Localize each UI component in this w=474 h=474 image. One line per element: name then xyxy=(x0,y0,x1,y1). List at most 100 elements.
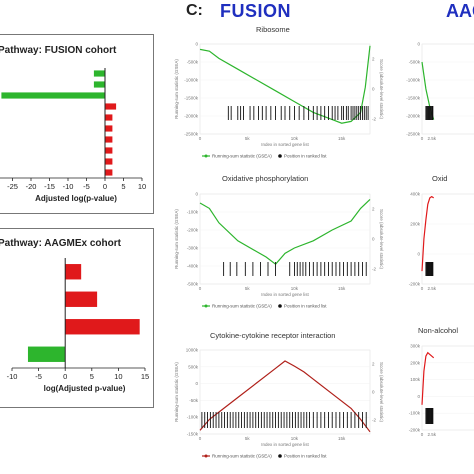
x-tick-label: 15k xyxy=(338,286,346,291)
y2-tick-label: 2 xyxy=(372,362,375,367)
y-tick-label: -100k xyxy=(409,411,421,416)
gsea-title-nonalcohol-aag: Non-alcohol xyxy=(418,326,459,335)
gsea-plot-oxphos: 0 -100k -200k -300k -400k -500k 2 0 -2 0 5k 10k 15k I… xyxy=(174,192,384,309)
legend-position-marker xyxy=(278,154,282,158)
y-tick-label: 0 xyxy=(195,381,198,386)
plot-frame xyxy=(199,349,371,435)
x-tick-label: 15 xyxy=(141,372,149,381)
plot-frame xyxy=(421,43,474,135)
running-sum-line xyxy=(199,198,371,266)
x-tick-label: 0 xyxy=(199,136,202,141)
bar xyxy=(65,319,140,335)
x-tick-label: 10 xyxy=(114,372,122,381)
bar xyxy=(93,81,105,88)
x-tick-label: 5k xyxy=(245,286,251,291)
y2-tick-label: -2 xyxy=(372,418,376,423)
y-tick-label: -1000k xyxy=(184,78,199,83)
x-tick-label: -20 xyxy=(26,182,37,191)
x-tick-label: 0 xyxy=(199,436,202,441)
bar xyxy=(105,136,113,143)
legend-position-marker xyxy=(278,454,282,458)
x-tick-label: 5k xyxy=(245,436,251,441)
y2-tick-label: 0 xyxy=(372,237,375,242)
y-tick-label: 1000k xyxy=(186,348,199,353)
legend-series-label: Running-sum statistic (GSEA) xyxy=(212,304,272,309)
y-tick-label: -2500k xyxy=(406,132,421,137)
plot-frame xyxy=(199,193,371,285)
gsea-title-oxid-aag: Oxid xyxy=(432,174,448,183)
gsea-plot-ribosome: 0 -500k -1000k -1500k -2000k -2500k 2 0 -2 0 5k 10k… xyxy=(174,42,384,159)
y-tick-label: -400k xyxy=(187,264,199,269)
y-tick-label: 0 xyxy=(195,192,198,197)
bar xyxy=(93,70,105,77)
y-tick-label: -100k xyxy=(187,415,199,420)
y-tick-label: 0 xyxy=(417,42,420,47)
gsea-title-cytokine: Cytokine-cytokine receptor interaction xyxy=(210,331,336,340)
x-tick-label: 10k xyxy=(291,286,299,291)
x-tick-label: -25 xyxy=(7,182,18,191)
x-tick-label: -5 xyxy=(83,182,90,191)
fusion-pathway-panel xyxy=(0,34,154,214)
section-letter: C: xyxy=(186,2,203,19)
aagmex-pathway-panel xyxy=(0,228,154,408)
legend-series-label: Running-sum statistic (GSEA) xyxy=(212,154,272,159)
legend-position-label: Position in ranked list xyxy=(284,454,327,459)
legend-series-label: Running-sum statistic (GSEA) xyxy=(212,454,272,459)
bar xyxy=(105,125,113,132)
legend-line-marker xyxy=(204,304,208,308)
y-axis-title: Running-sum statistic (GSEA) xyxy=(174,362,179,422)
y2-axis-title: Score (absolute-level statistic) xyxy=(379,209,384,270)
y2-tick-label: 2 xyxy=(372,207,375,212)
y2-tick-label: -2 xyxy=(372,117,376,122)
bar xyxy=(105,158,113,165)
y-tick-label: 500k xyxy=(188,364,199,369)
legend-position-label: Position in ranked list xyxy=(284,154,327,159)
x-tick-label: 0 xyxy=(103,182,107,191)
y-tick-label: 100k xyxy=(410,377,421,382)
x-axis-title: Adjusted log(p-value) xyxy=(35,194,117,203)
x-tick-label: -15 xyxy=(44,182,55,191)
y-tick-label: -200k xyxy=(187,228,199,233)
x-tick-label: 0 xyxy=(63,372,67,381)
bar xyxy=(105,169,113,176)
x-axis-title: Index in sorted gene list xyxy=(261,442,309,447)
y-tick-label: 0 xyxy=(195,42,198,47)
aagmex-bar-chart: -10 -5 0 5 10 15 log(Adjusted p-value) xyxy=(7,258,149,393)
y2-axis-title: Score (absolute-level statistic) xyxy=(379,59,384,120)
aagmex-pathway-title: Pathway: AAGMEx cohort xyxy=(0,238,121,249)
x-tick-label: 0 xyxy=(421,136,424,141)
running-sum-line xyxy=(421,351,435,405)
aagmex-section-title: AAG xyxy=(446,1,474,21)
fusion-pathway-title: Pathway: FUSION cohort xyxy=(0,45,117,56)
gsea-title-oxphos: Oxidative phosphorylation xyxy=(222,174,309,183)
running-sum-line xyxy=(421,195,435,272)
y-tick-label: -1500k xyxy=(184,96,199,101)
bar xyxy=(65,264,82,280)
x-axis-title: log(Adjusted p-value) xyxy=(44,384,126,393)
y-axis-title: Running-sum statistic (GSEA) xyxy=(174,209,179,269)
plot-frame xyxy=(199,43,371,135)
y-tick-label: -2500k xyxy=(184,132,199,137)
bar xyxy=(105,114,113,121)
legend-line-marker xyxy=(204,154,208,158)
x-tick-label: 15k xyxy=(338,136,346,141)
x-tick-label: 0 xyxy=(421,432,424,437)
x-tick-label: 15k xyxy=(338,436,346,441)
x-tick-label: 2.5k xyxy=(427,432,436,437)
y-tick-label: -150k xyxy=(187,432,199,437)
y-tick-label: -500k xyxy=(187,60,199,65)
y-axis-title: Running-sum statistic (GSEA) xyxy=(174,59,179,119)
bar xyxy=(105,103,117,110)
y-tick-label: 200k xyxy=(410,222,421,227)
legend-position-marker xyxy=(278,304,282,308)
fusion-section-title: FUSION xyxy=(220,1,292,21)
x-tick-label: 2.5k xyxy=(427,136,436,141)
gsea-title-ribosome: Ribosome xyxy=(256,25,290,34)
y-tick-label: -2000k xyxy=(184,114,199,119)
legend-position-label: Position in ranked list xyxy=(284,304,327,309)
x-axis-title: Index in sorted gene list xyxy=(261,142,309,147)
y-tick-label: -100k xyxy=(187,210,199,215)
